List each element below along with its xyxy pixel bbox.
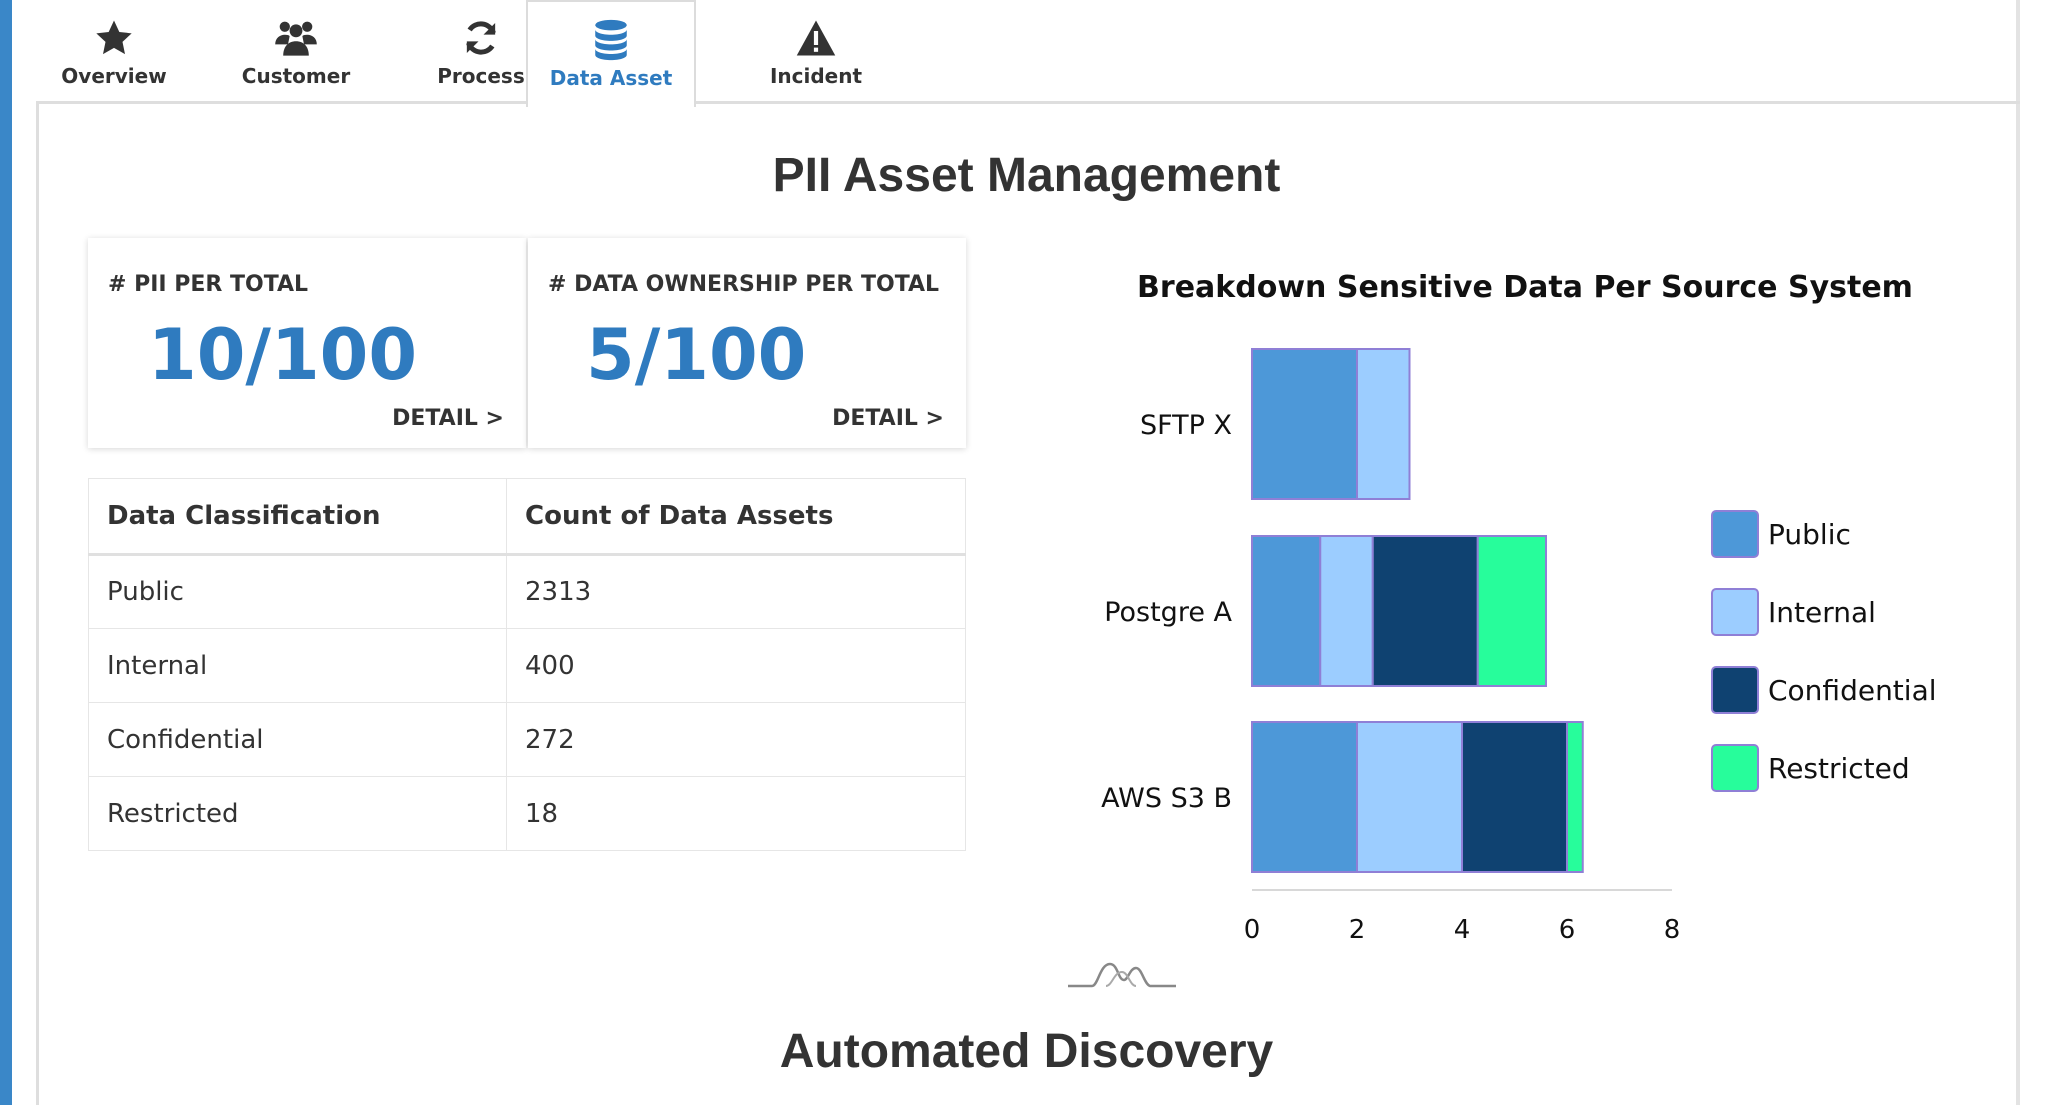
kpi-value: 10/100 [148, 314, 418, 396]
x-tick-label: 0 [1244, 915, 1261, 945]
panel-right-edge [2016, 0, 2020, 1105]
tab-incident[interactable]: Incident [736, 0, 896, 104]
tab-process[interactable]: Process [408, 0, 554, 104]
table-cell: 18 [506, 776, 966, 851]
x-tick-label: 4 [1454, 915, 1471, 945]
stacked-bar-chart: Breakdown Sensitive Data Per Source Syst… [1101, 270, 1937, 945]
legend-label: Public [1768, 518, 1851, 551]
refresh-icon [461, 16, 501, 60]
legend-swatch-confidential [1711, 666, 1759, 714]
tab-overview[interactable]: Overview [46, 0, 182, 104]
table-cell: Confidential [88, 702, 507, 777]
table-row: Public 2313 [88, 554, 966, 629]
kpi-card-pii: # PII PER TOTAL 10/100 DETAIL > [88, 238, 526, 448]
bar-segment-confidential [1461, 721, 1568, 873]
kpi-card-data-ownership: # DATA OWNERSHIP PER TOTAL 5/100 DETAIL … [528, 238, 966, 448]
bar-segment-restricted [1566, 721, 1584, 873]
tab-customer[interactable]: Customer [224, 0, 368, 104]
kpi-label: # DATA OWNERSHIP PER TOTAL [548, 272, 940, 297]
content-panel [36, 104, 2018, 1105]
warning-icon [795, 16, 837, 60]
legend-swatch-restricted [1711, 744, 1759, 792]
x-tick-label: 6 [1559, 915, 1576, 945]
table-cell: Internal [88, 628, 507, 703]
detail-link[interactable]: DETAIL > [392, 406, 504, 431]
tab-label: Customer [241, 64, 351, 88]
bar-segment-public [1251, 721, 1358, 873]
bar-segment-public [1251, 348, 1358, 500]
chart-title: Breakdown Sensitive Data Per Source Syst… [1137, 270, 1913, 305]
bar-segment-public [1251, 535, 1322, 687]
bar-segment-internal [1356, 721, 1463, 873]
table-row: Internal 400 [88, 628, 966, 703]
legend-label: Restricted [1768, 752, 1910, 785]
classification-table: Data Classification Count of Data Assets… [88, 478, 966, 851]
tab-label: Data Asset [549, 66, 673, 90]
bar-segment-internal [1319, 535, 1374, 687]
tab-bar: Overview Customer Process [36, 0, 2020, 107]
table-cell: 400 [506, 628, 966, 703]
x-tick-label: 8 [1664, 915, 1681, 945]
bar-segment-internal [1356, 348, 1411, 500]
legend-swatch-public [1711, 510, 1759, 558]
category-label: SFTP X [1140, 410, 1232, 441]
tab-label: Process [437, 64, 525, 88]
bar-segment-confidential [1371, 535, 1479, 687]
legend-swatch-internal [1711, 588, 1759, 636]
kpi-value: 5/100 [586, 314, 807, 396]
table-row: Confidential 272 [88, 702, 966, 777]
column-header: Count of Data Assets [506, 478, 966, 556]
table-row: Restricted 18 [88, 776, 966, 851]
table-cell: Public [88, 554, 507, 629]
legend-label: Confidential [1768, 674, 1937, 707]
table-cell: 272 [506, 702, 966, 777]
x-tick-label: 2 [1349, 915, 1366, 945]
left-accent-bar [0, 0, 12, 1105]
tab-label: Overview [61, 64, 167, 88]
category-label: Postgre A [1104, 597, 1232, 628]
kpi-label: # PII PER TOTAL [108, 272, 309, 297]
loading-wave-icon [1068, 962, 1176, 988]
bar-segment-restricted [1476, 535, 1547, 687]
table-cell: 2313 [506, 554, 966, 629]
category-label: AWS S3 B [1101, 783, 1232, 814]
table-cell: Restricted [88, 776, 507, 851]
page-title: PII Asset Management [772, 149, 1281, 202]
database-icon [593, 18, 629, 62]
tab-label: Incident [769, 64, 863, 88]
tab-data-asset[interactable]: Data Asset [526, 0, 696, 107]
users-icon [272, 16, 320, 60]
star-icon [94, 16, 134, 60]
table-header-row: Data Classification Count of Data Assets [88, 478, 966, 556]
section-title: Automated Discovery [779, 1025, 1274, 1078]
legend-label: Internal [1768, 596, 1876, 629]
column-header: Data Classification [88, 478, 507, 556]
detail-link[interactable]: DETAIL > [832, 406, 944, 431]
